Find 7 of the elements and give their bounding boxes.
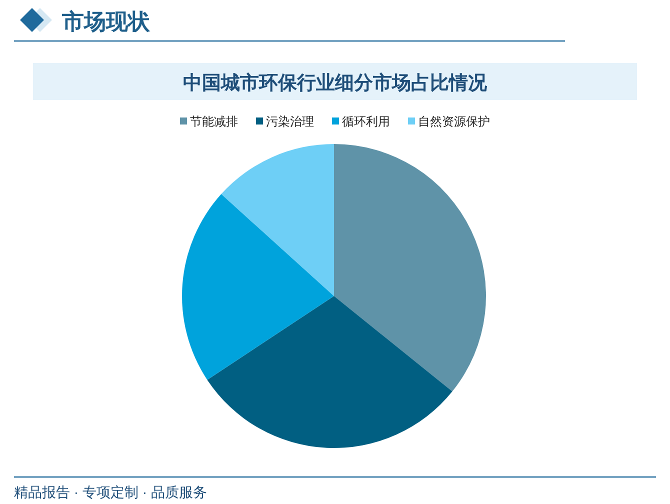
legend-label: 污染治理 bbox=[266, 114, 314, 128]
legend-label: 节能减排 bbox=[190, 114, 238, 128]
chart-title: 中国城市环保行业细分市场占比情况 bbox=[183, 72, 488, 94]
text: 市场现状 bbox=[61, 9, 151, 34]
legend-label: 自然资源保护 bbox=[418, 114, 490, 128]
text: 精品报告 · 专项定制 · 品质服务 bbox=[14, 484, 207, 500]
legend-label: 循环利用 bbox=[342, 114, 390, 128]
